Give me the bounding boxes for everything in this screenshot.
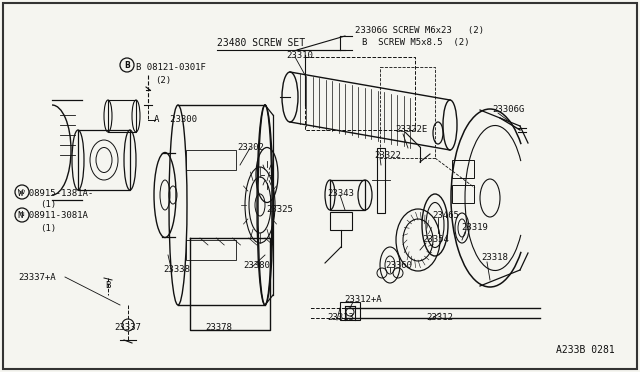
Text: 23378: 23378 xyxy=(205,324,232,333)
Text: 23354: 23354 xyxy=(422,235,449,244)
Text: 23313: 23313 xyxy=(327,314,354,323)
Text: A  23300: A 23300 xyxy=(154,115,197,125)
Text: W: W xyxy=(19,189,25,195)
Bar xyxy=(377,148,385,213)
Text: 23465: 23465 xyxy=(432,211,459,219)
Text: 23325: 23325 xyxy=(266,205,293,215)
Text: 23343: 23343 xyxy=(327,189,354,198)
Text: 23322E: 23322E xyxy=(395,125,428,135)
Text: 23337+A: 23337+A xyxy=(18,273,56,282)
Text: 23302: 23302 xyxy=(237,144,264,153)
Bar xyxy=(330,180,365,210)
Text: 23310: 23310 xyxy=(286,51,313,60)
Bar xyxy=(452,160,474,178)
Text: B: B xyxy=(124,61,130,70)
Text: (1): (1) xyxy=(40,201,56,209)
Text: B  SCREW M5x8.5  (2): B SCREW M5x8.5 (2) xyxy=(362,38,470,48)
Text: B: B xyxy=(105,280,110,289)
Text: 23312: 23312 xyxy=(426,314,453,323)
Bar xyxy=(330,212,352,230)
Text: 23338: 23338 xyxy=(163,266,190,275)
Text: 23337: 23337 xyxy=(114,324,141,333)
Text: W 08915-1381A-: W 08915-1381A- xyxy=(18,189,93,198)
Bar xyxy=(186,150,236,170)
Text: (2): (2) xyxy=(155,76,171,84)
Text: (1): (1) xyxy=(40,224,56,232)
Text: 23380: 23380 xyxy=(243,260,270,269)
Bar xyxy=(108,100,136,132)
Text: 23318: 23318 xyxy=(481,253,508,263)
Text: 23312+A: 23312+A xyxy=(344,295,381,305)
Bar xyxy=(78,130,130,190)
Text: 23322: 23322 xyxy=(374,151,401,160)
Text: B 08121-0301F: B 08121-0301F xyxy=(136,64,206,73)
Bar xyxy=(186,240,236,260)
Bar xyxy=(452,185,474,203)
Text: A233B 0281: A233B 0281 xyxy=(556,345,615,355)
Text: 23306G: 23306G xyxy=(492,106,524,115)
Text: 23306G SCREW M6x23   (2): 23306G SCREW M6x23 (2) xyxy=(355,26,484,35)
Bar xyxy=(340,302,360,320)
Text: N: N xyxy=(20,212,24,218)
Text: N 08911-3081A: N 08911-3081A xyxy=(18,211,88,219)
Text: 23480 SCREW SET: 23480 SCREW SET xyxy=(217,38,305,48)
Text: 23360: 23360 xyxy=(385,260,412,269)
Text: 23319: 23319 xyxy=(461,224,488,232)
